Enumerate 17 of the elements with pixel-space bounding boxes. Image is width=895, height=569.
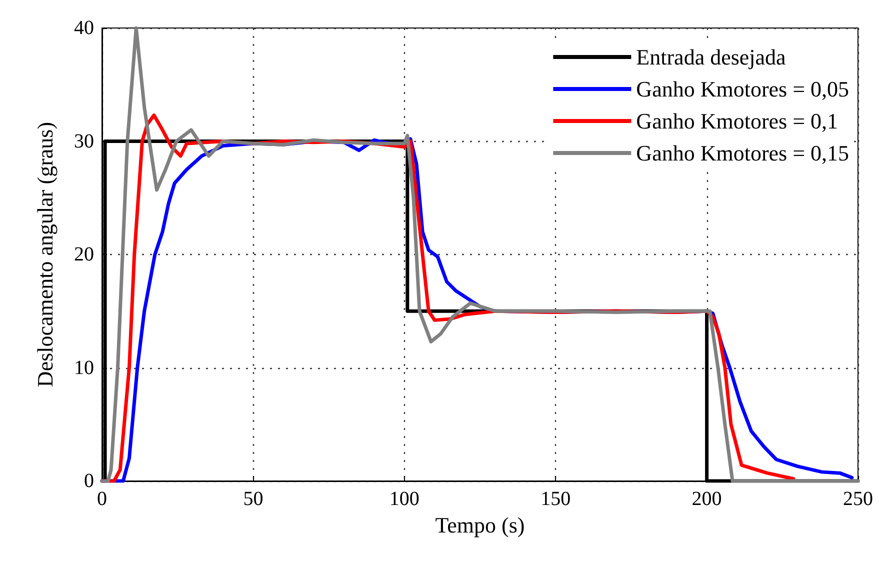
y-tick-label: 30 bbox=[74, 130, 94, 152]
line-series bbox=[100, 26, 860, 483]
legend-label: Ganho Kmotores = 0,15 bbox=[636, 140, 850, 166]
x-tick-label: 200 bbox=[692, 488, 722, 510]
legend-label: Ganho Kmotores = 0,05 bbox=[636, 76, 850, 102]
y-tick-label: 0 bbox=[84, 470, 94, 492]
y-tick-label: 20 bbox=[74, 244, 94, 266]
legend-label: Entrada desejada bbox=[636, 44, 786, 70]
y-axis-title: Deslocamento angular (graus) bbox=[32, 122, 58, 388]
y-tick-label: 40 bbox=[74, 17, 94, 39]
y-tick-label: 10 bbox=[74, 356, 94, 379]
x-tick-label: 150 bbox=[540, 488, 571, 510]
x-axis-title: Tempo (s) bbox=[435, 512, 525, 538]
x-tick-label: 250 bbox=[843, 488, 873, 510]
legend-label: Ganho Kmotores = 0,1 bbox=[636, 108, 838, 134]
x-tick-label: 50 bbox=[243, 488, 264, 510]
x-tick-label: 100 bbox=[389, 488, 420, 510]
